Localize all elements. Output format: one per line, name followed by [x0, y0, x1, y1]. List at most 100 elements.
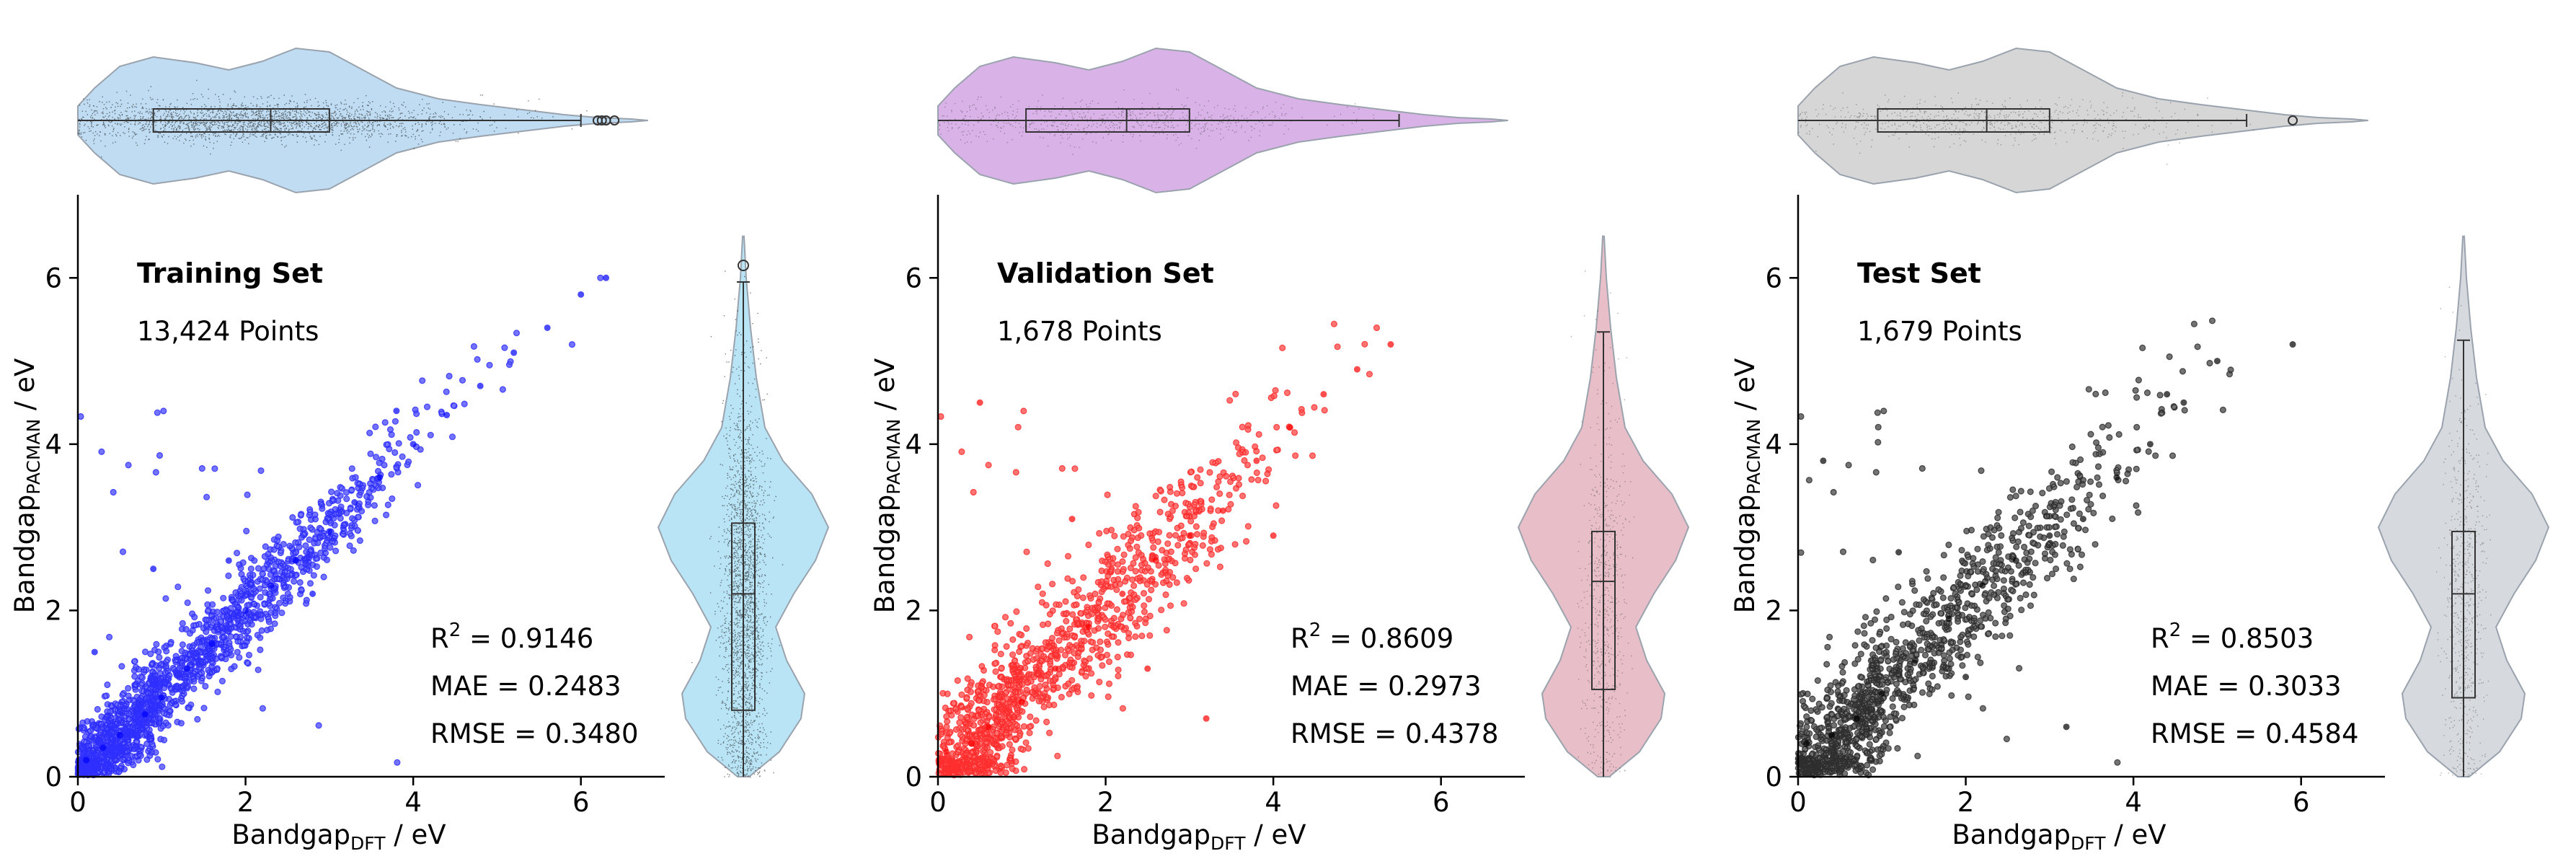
- x-axis-label-main: Bandgap: [1952, 819, 2071, 850]
- scatter-point: [2180, 399, 2187, 406]
- r2-value: = 0.8503: [2181, 623, 2314, 654]
- x-tick-label: 4: [404, 787, 422, 818]
- scatter-point: [1853, 715, 1860, 722]
- x-tick-label: 4: [2125, 787, 2142, 818]
- scatter-point: [208, 640, 216, 648]
- scatter-point: [603, 274, 610, 281]
- metrics-box: R2 = 0.8503 MAE = 0.3033 RMSE = 0.4584: [2151, 620, 2358, 749]
- scatter-point: [1320, 391, 1327, 398]
- scatter-point: [2046, 532, 2053, 539]
- x-axis-label: BandgapDFT / eV: [1952, 819, 2166, 854]
- scatter-point: [267, 582, 274, 589]
- scatter-point: [1878, 690, 1885, 697]
- scatter-point: [1052, 665, 1059, 672]
- r2-letter: R: [2151, 623, 2169, 654]
- y-axis-label-unit: / eV: [869, 358, 900, 419]
- right-outlier-point: [738, 259, 749, 271]
- scatter-point: [1353, 366, 1360, 373]
- scatter-point: [83, 757, 90, 764]
- x-axis-label-unit: / eV: [2106, 819, 2166, 850]
- x-tick-label: 6: [572, 787, 590, 818]
- y-axis-label-unit: / eV: [9, 358, 40, 419]
- x-tick-label: 2: [1097, 787, 1115, 818]
- right-violin: [2377, 235, 2550, 777]
- scatter-cloud: [934, 320, 1381, 779]
- x-tick-label: 2: [1957, 787, 1975, 818]
- scatter-point: [242, 607, 249, 614]
- scatter-point: [1270, 532, 1277, 539]
- top-violin: [937, 47, 1508, 194]
- x-axis-label: BandgapDFT / eV: [1092, 819, 1306, 854]
- scatter-cloud: [1794, 317, 2234, 779]
- x-axis-label-sub: DFT: [1210, 833, 1246, 854]
- scatter-point: [1253, 457, 1260, 464]
- scatter-point: [510, 349, 518, 356]
- x-axis-label-unit: / eV: [386, 819, 446, 850]
- y-axis-label: BandgapPACMAN / eV: [9, 358, 44, 614]
- top-violin: [1797, 47, 2368, 194]
- scatter-point: [2079, 516, 2086, 523]
- scatter-point: [1912, 657, 1919, 664]
- y-axis-label-main: Bandgap: [9, 495, 40, 614]
- y-tick-label: 6: [905, 263, 922, 294]
- top-violin-points: [78, 79, 588, 158]
- y-axis-label-sub: PACMAN: [883, 419, 904, 495]
- mae-label: MAE = 0.3033: [2151, 671, 2342, 702]
- scatter-point: [1152, 557, 1159, 564]
- scatter-point: [2213, 358, 2221, 365]
- panel-subtitle: 1,679 Points: [1857, 316, 2022, 347]
- r2-label: R2 = 0.8503: [2151, 620, 2314, 654]
- scatter-point: [2164, 391, 2171, 398]
- scatter-points: [934, 320, 1394, 779]
- top-violin: [77, 47, 648, 194]
- y-axis-label: BandgapPACMAN / eV: [1730, 358, 1764, 614]
- scatter-point: [150, 565, 157, 573]
- scatter-point: [1895, 549, 1903, 556]
- scatter-point: [1186, 532, 1193, 539]
- x-axis-label-unit: / eV: [1246, 819, 1306, 850]
- scatter-point: [1219, 507, 1226, 514]
- scatter-cloud: [74, 274, 604, 779]
- scatter-point: [1119, 590, 1126, 597]
- rmse-label: RMSE = 0.4584: [2151, 718, 2358, 749]
- scatter-point: [183, 665, 190, 672]
- y-axis-label-sub: PACMAN: [23, 419, 44, 495]
- r2-letter: R: [1291, 623, 1309, 654]
- scatter-point: [1018, 698, 1025, 705]
- metrics-box: R2 = 0.8609 MAE = 0.2973 RMSE = 0.4378: [1291, 620, 1498, 749]
- scatter-point: [410, 441, 417, 448]
- x-axis-label-sub: DFT: [350, 833, 386, 854]
- y-axis-label-unit: / eV: [1730, 358, 1761, 419]
- scatter-point: [976, 399, 983, 406]
- r2-label: R2 = 0.9146: [430, 620, 593, 654]
- scatter-point: [1979, 582, 1986, 589]
- x-tick-label: 2: [237, 787, 254, 818]
- scatter-point: [91, 648, 98, 656]
- x-tick-label: 0: [929, 787, 947, 818]
- x-tick-label: 4: [1265, 787, 1282, 818]
- x-axis-label-main: Bandgap: [1092, 819, 1210, 850]
- r2-superscript: 2: [2169, 620, 2182, 641]
- r2-value: = 0.8609: [1321, 623, 1453, 654]
- scatter-point: [2289, 341, 2296, 348]
- scatter-points: [1794, 317, 2296, 779]
- y-tick-label: 4: [905, 429, 922, 460]
- scatter-point: [2012, 557, 2019, 564]
- y-tick-label: 0: [1765, 762, 1782, 793]
- y-tick-label: 6: [45, 263, 62, 294]
- scatter-point: [943, 748, 950, 755]
- y-axis-label-sub: PACMAN: [1743, 419, 1764, 495]
- right-violin: [1517, 235, 1690, 778]
- scatter-point: [292, 557, 299, 564]
- scatter-point: [326, 528, 333, 535]
- scatter-point: [577, 291, 585, 298]
- scatter-point: [1945, 615, 1952, 622]
- panel-title: Validation Set: [997, 257, 1214, 289]
- x-tick-label: 0: [1789, 787, 1807, 818]
- scatter-point: [99, 744, 107, 751]
- panel-title: Test Set: [1857, 257, 1981, 289]
